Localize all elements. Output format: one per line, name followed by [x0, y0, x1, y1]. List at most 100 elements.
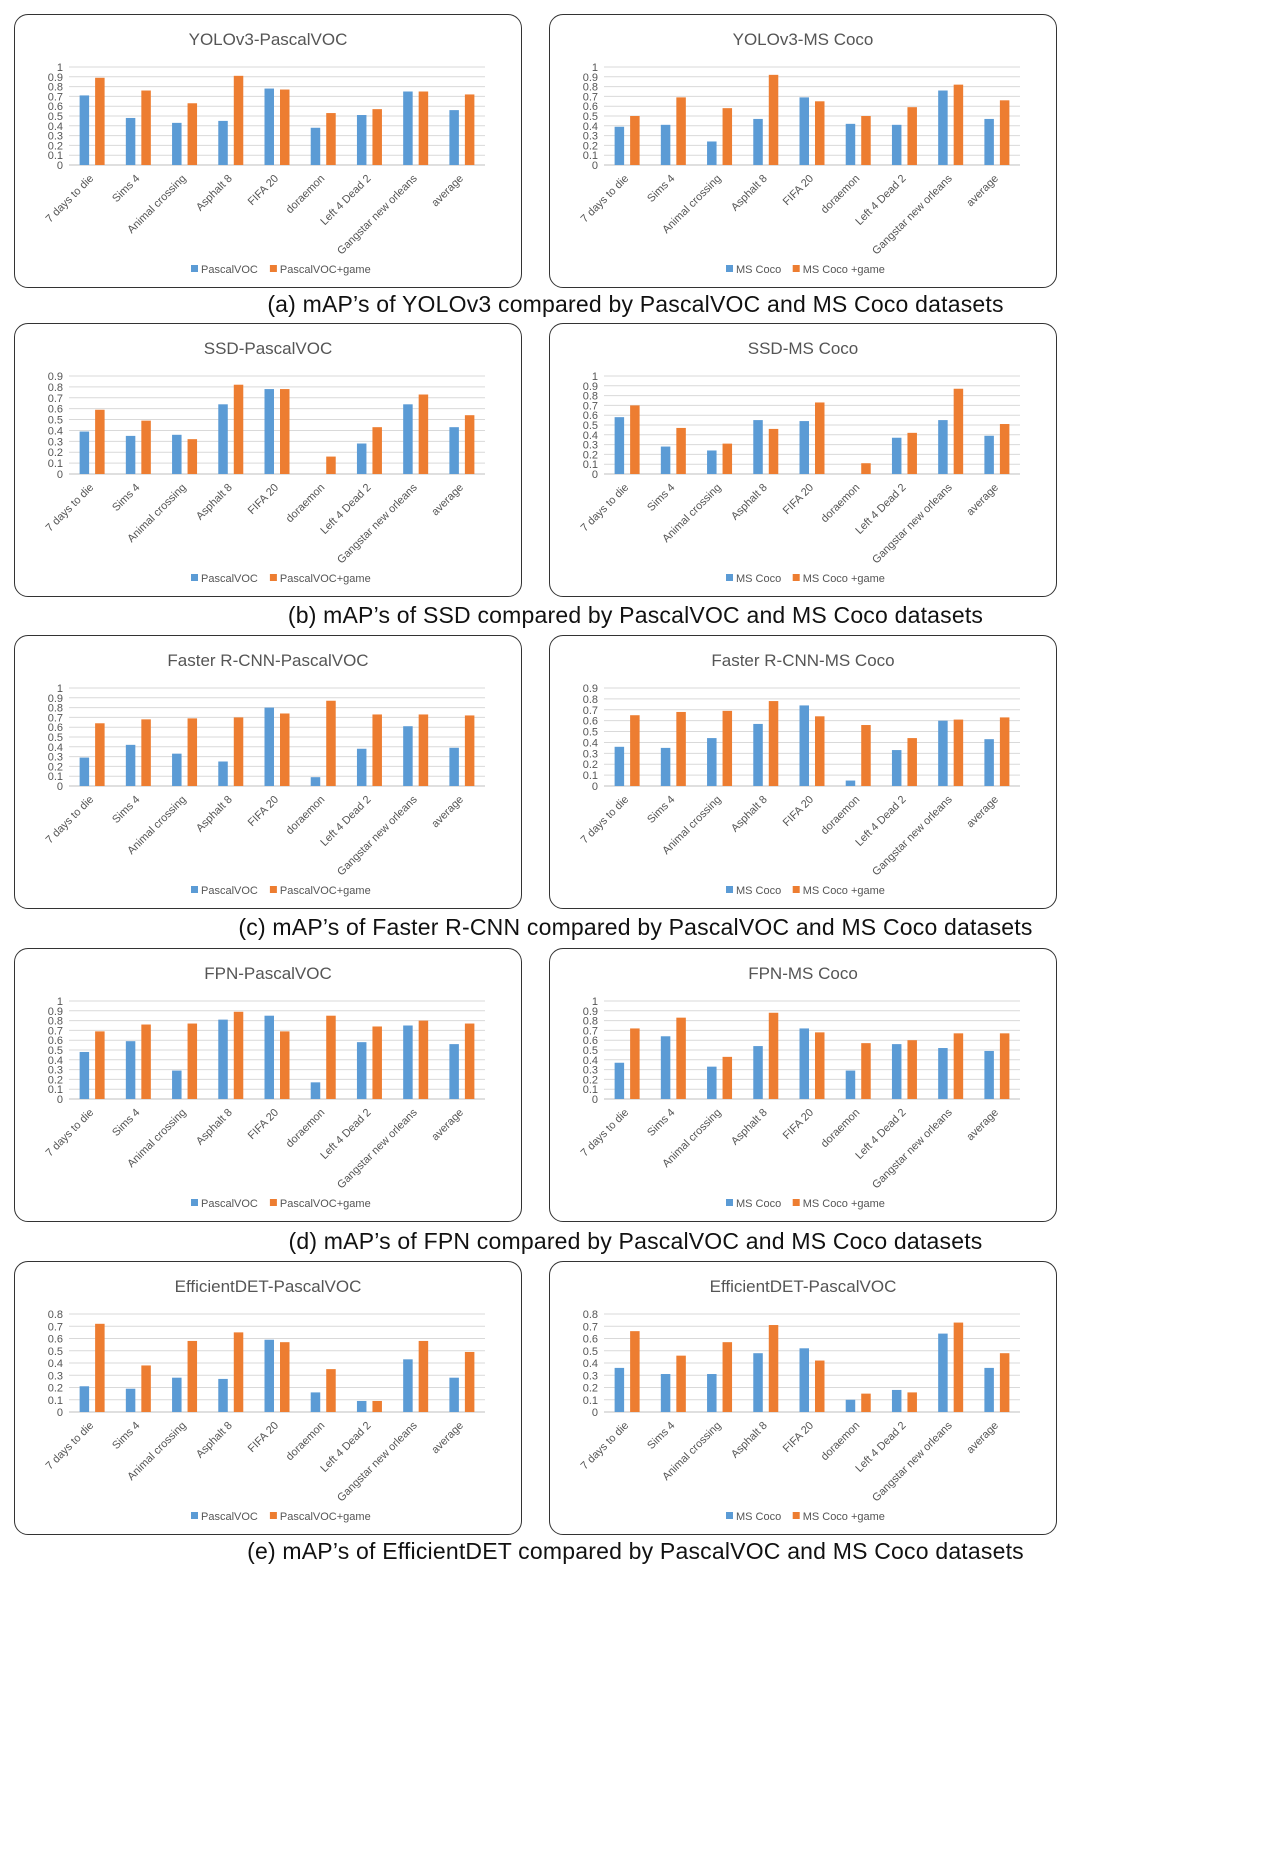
- bar: [938, 720, 948, 786]
- y-tick-label: 0: [592, 1407, 598, 1419]
- chart-title: Faster R-CNN-MS Coco: [711, 651, 894, 670]
- bar: [172, 122, 182, 165]
- x-tick-label: 7 days to die: [44, 482, 97, 535]
- bar: [891, 750, 902, 786]
- y-tick-label: 0.1: [583, 770, 598, 782]
- bar: [768, 701, 779, 786]
- legend: MS Coco MS Coco +game: [726, 885, 885, 897]
- bar: [79, 757, 90, 786]
- chart-title: FPN-MS Coco: [748, 964, 858, 983]
- bar: [722, 108, 733, 165]
- bar: [614, 1367, 625, 1412]
- y-tick-label: 0.6: [583, 716, 598, 728]
- y-tick-label: 0.8: [583, 1016, 598, 1028]
- chart-panel: EfficientDET-PascalVOC 0 0.1 0.2 0.3 0.4 0.5 0.…: [549, 1261, 1057, 1535]
- bar: [984, 435, 994, 474]
- bar: [218, 1378, 228, 1412]
- x-tick-label: Gangstar new orleans: [335, 481, 420, 566]
- y-tick-label: 0.7: [48, 91, 63, 103]
- bar: [218, 761, 228, 786]
- x-tick-label: Asphalt 8: [194, 173, 235, 214]
- x-tick-label: doraemon: [819, 1420, 863, 1464]
- y-tick-label: 0: [57, 1407, 63, 1419]
- x-tick-label: Gangstar new orleans: [335, 1106, 420, 1191]
- legend-swatch: [792, 574, 800, 581]
- y-tick-label: 0.5: [48, 111, 63, 123]
- x-tick-label: Sims 4: [110, 1420, 142, 1452]
- x-tick-label: Gangstar new orleans: [335, 172, 420, 257]
- bar: [233, 384, 244, 474]
- legend-label: MS Coco: [736, 1198, 781, 1210]
- chart-svg: SSD-PascalVOC 00.10.20.30.40.50.60.70.80.…: [44, 339, 485, 585]
- x-tick-label: Asphalt 8: [194, 794, 235, 835]
- x-tick-label: average: [429, 1107, 466, 1144]
- y-tick-label: 0.1: [583, 1395, 598, 1407]
- legend-label: MS Coco +game: [803, 885, 885, 897]
- bar: [218, 404, 228, 474]
- y-tick-label: 0.7: [48, 712, 63, 724]
- bar: [707, 1374, 717, 1412]
- y-tick-label: 0.2: [48, 447, 63, 459]
- legend-label: PascalVOC: [201, 885, 258, 897]
- y-tick-label: 0.3: [583, 748, 598, 760]
- y-tick-label: 0.7: [583, 400, 598, 412]
- legend-label: MS Coco: [736, 885, 781, 897]
- x-tick-label: Gangstar new orleans: [870, 481, 955, 566]
- x-tick-label: FIFA 20: [246, 1420, 281, 1455]
- bar: [310, 777, 321, 786]
- bar: [172, 753, 182, 786]
- bar: [372, 714, 382, 786]
- bar: [141, 719, 151, 786]
- y-tick-label: 0.9: [583, 1006, 598, 1018]
- y-tick-label: 1: [592, 62, 598, 74]
- chart-title: SSD-PascalVOC: [204, 339, 332, 358]
- y-tick-label: 0.8: [583, 82, 598, 94]
- y-tick-label: 0.1: [48, 1395, 63, 1407]
- legend-label: MS Coco +game: [803, 1511, 885, 1523]
- bar: [768, 74, 779, 165]
- bar: [264, 707, 274, 786]
- bar: [861, 463, 871, 474]
- x-tick-label: average: [964, 173, 1001, 210]
- bar: [660, 1374, 671, 1412]
- bar: [125, 744, 136, 786]
- chart-svg: SSD-MS Coco 00.10.20.30.40.50.60.70.80.91…: [579, 339, 1020, 585]
- bar: [614, 1062, 625, 1099]
- legend-swatch: [191, 574, 198, 581]
- legend: PascalVOC PascalVOC+game: [191, 264, 371, 276]
- bar: [660, 1036, 671, 1099]
- y-tick-label: 0.2: [583, 759, 598, 771]
- y-tick-label: 0: [592, 469, 598, 481]
- y-tick-label: 0.3: [583, 1370, 598, 1382]
- bar: [449, 427, 459, 474]
- y-tick-label: 0.8: [48, 703, 63, 715]
- bar: [372, 427, 382, 474]
- x-tick-label: 7 days to die: [579, 1107, 632, 1160]
- bar: [172, 434, 182, 474]
- chart-svg: YOLOv3-PascalVOC00.10.20.30.40.50.60.70.…: [44, 30, 485, 276]
- y-tick-label: 0.8: [583, 1309, 598, 1321]
- bar: [449, 110, 459, 165]
- y-tick-label: 0.4: [48, 1055, 63, 1067]
- bar: [418, 714, 429, 786]
- x-tick-label: Gangstar new orleans: [335, 793, 420, 878]
- figure-caption: (b) mAP’s of SSD compared by PascalVOC a…: [287, 602, 984, 628]
- bar: [938, 90, 948, 165]
- x-tick-label: Asphalt 8: [729, 1420, 770, 1461]
- x-tick-label: Asphalt 8: [729, 794, 770, 835]
- bar: [707, 1066, 717, 1099]
- bar: [464, 94, 475, 165]
- y-tick-label: 0.9: [48, 371, 63, 383]
- legend-swatch: [726, 1512, 733, 1519]
- x-tick-label: FIFA 20: [781, 1107, 816, 1142]
- chart-panel: FPN-PascalVOC 0 0.1 0.2 0.3 0.4 0.5 0.6 0.7 0.8 0.…: [14, 948, 522, 1222]
- y-tick-label: 0.9: [583, 683, 598, 695]
- x-tick-label: Gangstar new orleans: [870, 1106, 955, 1191]
- bar: [891, 437, 902, 474]
- y-tick-label: 0.1: [48, 150, 63, 162]
- bar: [845, 1399, 856, 1412]
- x-tick-label: doraemon: [284, 173, 328, 217]
- chart-svg: YOLOv3-MS Coco 00.10.20.30.40.50.60.70.80…: [579, 30, 1020, 276]
- bar: [630, 1028, 640, 1099]
- x-tick-label: doraemon: [819, 794, 863, 838]
